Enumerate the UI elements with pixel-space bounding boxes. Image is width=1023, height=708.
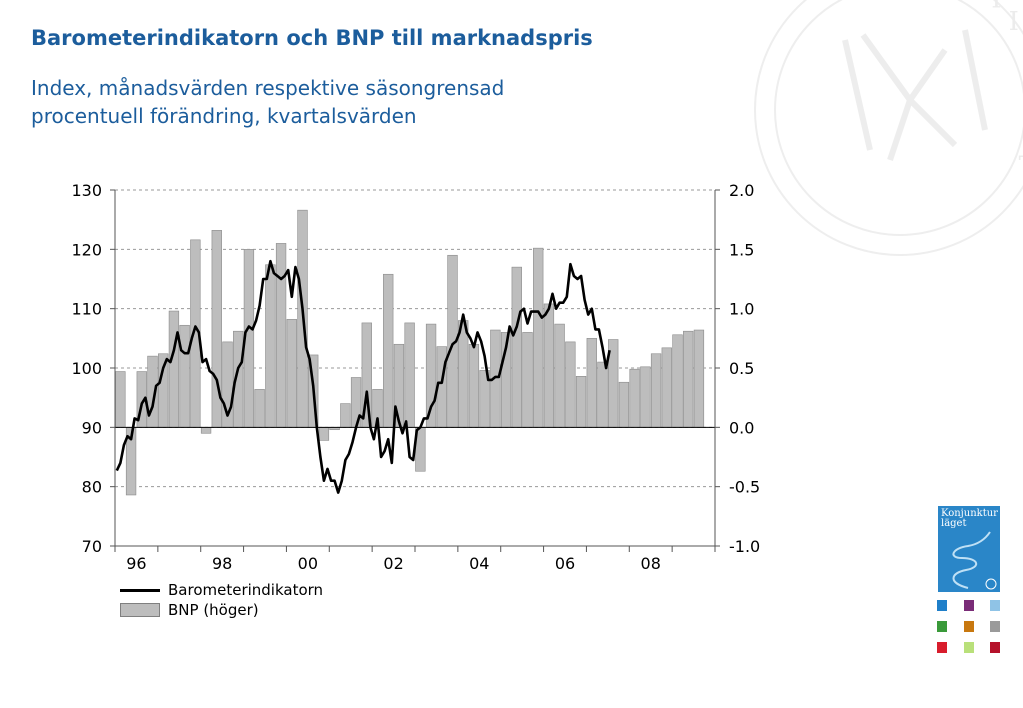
chart-title: Barometerindikatorn och BNP till marknad… <box>31 26 593 50</box>
bar-bnp <box>672 334 683 428</box>
bar-bnp <box>522 332 533 428</box>
bar-bnp <box>404 322 415 428</box>
legend-item-barometer: Barometerindikatorn <box>120 580 323 600</box>
thumb-1 <box>937 600 947 611</box>
thumb-5 <box>964 621 974 632</box>
subtitle-line-1: Index, månadsvärden respektive säsongren… <box>31 76 505 100</box>
bar-bnp <box>683 330 694 428</box>
seal-lettering: INSTITUTET <box>988 0 1023 182</box>
line-barometerindikatorn <box>115 259 611 494</box>
right-axis-tick-label: -0.5 <box>729 478 760 497</box>
bar-bnp <box>265 264 276 428</box>
thumb-8 <box>964 642 974 653</box>
seal-letter: T <box>988 0 1006 14</box>
bar-bnp <box>597 361 608 428</box>
left-axis-tick-label: 100 <box>71 359 102 378</box>
bar-bnp <box>275 243 287 428</box>
bar-bnp <box>458 320 469 428</box>
right-axis-tick-label: 1.0 <box>729 300 754 319</box>
bar-bnp <box>661 347 672 428</box>
bar-bnp <box>554 323 565 428</box>
thumb-9 <box>990 642 1000 653</box>
bar-bnp <box>650 353 662 428</box>
cover-title: Konjunktur läget <box>941 508 998 529</box>
legend-item-bnp: BNP (höger) <box>120 600 323 620</box>
cover-swirl-graphic <box>952 531 997 590</box>
bar-bnp <box>618 381 630 428</box>
bar-bnp <box>286 319 297 428</box>
right-axis-tick-label: 1.5 <box>729 240 754 259</box>
right-axis-tick-label: 0.5 <box>729 359 754 378</box>
thumb-3 <box>990 600 1000 611</box>
bar-bnp <box>533 247 544 428</box>
bar-bnp <box>565 341 576 428</box>
legend-label-bnp: BNP (höger) <box>168 601 259 619</box>
x-axis-tick-label: 98 <box>212 554 232 573</box>
subtitle-line-2: procentuell förändring, kvartalsvärden <box>31 104 417 128</box>
bar-bnp <box>629 368 640 428</box>
chart-subtitle: Index, månadsvärden respektive säsongren… <box>31 74 651 130</box>
x-axis-tick-label: 06 <box>555 554 575 573</box>
bar-bnp <box>511 266 522 428</box>
right-axis-tick-label: 0.0 <box>729 418 754 437</box>
bar-bnp <box>586 338 597 428</box>
legend-swatch-line <box>120 588 160 592</box>
x-axis-tick-label: 08 <box>641 554 661 573</box>
x-axis-tick-label: 00 <box>298 554 318 573</box>
bar-bnp <box>575 376 587 428</box>
left-axis-tick-label: 130 <box>71 181 102 200</box>
seal-letter: I <box>1009 7 1019 37</box>
bar-bnp <box>200 427 212 434</box>
bar-bnp <box>115 371 126 428</box>
bar-bnp <box>168 310 180 428</box>
thumb-6 <box>990 621 1000 632</box>
thumb-4 <box>937 621 947 632</box>
bar-bnp <box>179 324 190 428</box>
bar-bnp <box>318 427 330 441</box>
x-axis-tick-label: 96 <box>126 554 146 573</box>
bar-bnp <box>340 403 351 428</box>
x-axis-tick-label: 04 <box>469 554 489 573</box>
institute-seal-watermark: INSTITUTET <box>754 0 1023 256</box>
legend-label-barometer: Barometerindikatorn <box>168 581 324 599</box>
left-axis-tick-label: 90 <box>82 418 102 437</box>
legend-swatch-bar <box>120 603 160 617</box>
left-axis-tick-label: 110 <box>71 300 102 319</box>
right-axis-tick-label: 2.0 <box>729 181 754 200</box>
bar-bnp <box>254 389 265 428</box>
bar-bnp <box>640 366 651 428</box>
konjunkturlaget-cover-thumbnail: Konjunktur läget <box>938 506 1000 592</box>
left-axis-tick-label: 70 <box>82 537 102 556</box>
thumb-7 <box>937 642 947 653</box>
bar-bnp <box>693 329 705 428</box>
chart-legend: Barometerindikatorn BNP (höger) <box>120 580 323 620</box>
x-axis-tick-label: 02 <box>383 554 403 573</box>
left-axis-tick-label: 80 <box>82 478 102 497</box>
bar-bnp <box>383 273 394 428</box>
thumb-2 <box>964 600 974 611</box>
seal-letter: T <box>1019 152 1023 182</box>
bar-bnp <box>425 323 437 428</box>
bar-bnp <box>468 343 480 428</box>
bar-bnp <box>543 303 555 428</box>
right-axis-tick-label: -1.0 <box>729 537 760 556</box>
left-axis-tick-label: 120 <box>71 240 102 259</box>
